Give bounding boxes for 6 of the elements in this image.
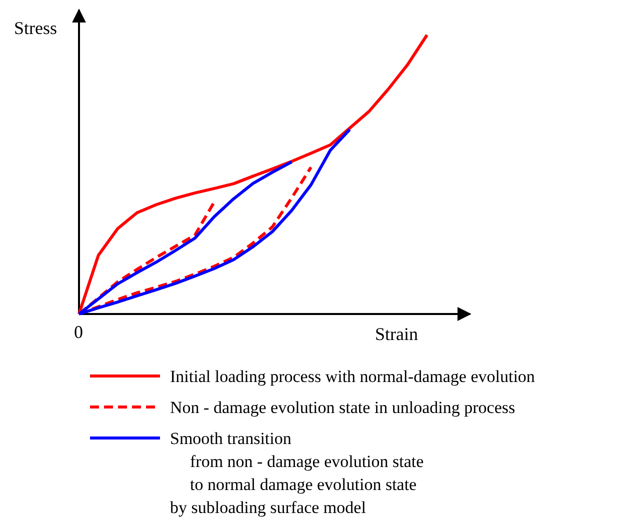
x-axis-title: Strain <box>375 324 418 344</box>
legend-label: Initial loading process with normal-damage evolution <box>170 367 536 386</box>
legend-label: Smooth transition from non - damage evolution state to normal damage evolution state by subloading surface model <box>170 429 424 517</box>
legend-label: Non - damage evolution state in unloading process <box>170 398 516 417</box>
text: 0 <box>74 322 83 342</box>
y-axis-title: Stress <box>14 18 58 38</box>
